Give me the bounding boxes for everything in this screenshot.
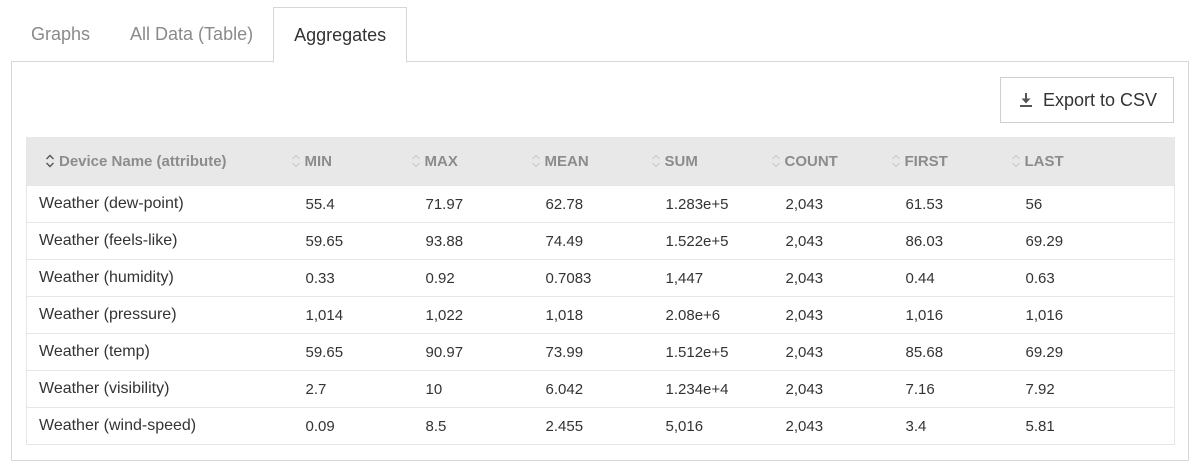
table-cell-min: 55.4: [305, 185, 426, 223]
table-cell-last: 69.29: [1025, 222, 1175, 260]
table-cell-sum: 1,447: [665, 259, 786, 297]
table-cell-first: 86.03: [905, 222, 1026, 260]
table-cell-min: 59.65: [305, 222, 426, 260]
table-cell-device-name: Weather (temp): [26, 333, 306, 371]
table-header-row: Device Name (attribute) MIN MAX MEAN SUM COUN…: [26, 137, 1175, 186]
sort-icon: [46, 154, 54, 168]
column-header-label: Device Name (attribute): [59, 152, 227, 170]
table-row: Weather (visibility) 2.7 10 6.042 1.234e+4 2,…: [26, 370, 1175, 408]
table-cell-count: 2,043: [785, 370, 906, 408]
sort-icon: [1011, 154, 1020, 168]
table-cell-count: 2,043: [785, 333, 906, 371]
table-row: Weather (feels-like) 59.65 93.88 74.49 1.522…: [26, 222, 1175, 260]
column-header-label: COUNT: [784, 152, 838, 170]
table-cell-count: 2,043: [785, 407, 906, 445]
table-cell-count: 2,043: [785, 296, 906, 334]
table-cell-max: 10: [425, 370, 546, 408]
sort-icon: [891, 154, 900, 168]
table-cell-sum: 1.522e+5: [665, 222, 786, 260]
table-cell-max: 93.88: [425, 222, 546, 260]
tab-graphs[interactable]: Graphs: [31, 24, 91, 44]
table-row: Weather (wind-speed) 0.09 8.5 2.455 5,016 2,0…: [26, 407, 1175, 445]
table-cell-last: 69.29: [1025, 333, 1175, 371]
sort-icon: [771, 154, 780, 168]
table-row: Weather (dew-point) 55.4 71.97 62.78 1.283e+…: [26, 185, 1175, 223]
aggregates-table: Device Name (attribute) MIN MAX MEAN SUM COUN…: [26, 137, 1175, 445]
table-row: Weather (humidity) 0.33 0.92 0.7083 1,447 2,0…: [26, 259, 1175, 297]
sort-icon: [411, 154, 420, 168]
table-cell-min: 59.65: [305, 333, 426, 371]
table-cell-max: 90.97: [425, 333, 546, 371]
table-cell-sum: 1.234e+4: [665, 370, 786, 408]
table-cell-sum: 5,016: [665, 407, 786, 445]
sort-icon: [291, 154, 300, 168]
table-cell-min: 1,014: [305, 296, 426, 334]
aggregates-panel: Export to CSV Device Name (attribute) MIN…: [11, 61, 1189, 461]
table-cell-mean: 74.49: [545, 222, 666, 260]
table-cell-count: 2,043: [785, 222, 906, 260]
table-cell-device-name: Weather (humidity): [26, 259, 306, 297]
table-cell-device-name: Weather (visibility): [26, 370, 306, 408]
table-cell-mean: 0.7083: [545, 259, 666, 297]
table-cell-first: 85.68: [905, 333, 1026, 371]
column-header-label: LAST: [1024, 152, 1064, 170]
table-cell-max: 0.92: [425, 259, 546, 297]
table-cell-max: 71.97: [425, 185, 546, 223]
table-cell-mean: 1,018: [545, 296, 666, 334]
column-header-label: MAX: [424, 152, 458, 170]
table-cell-device-name: Weather (feels-like): [26, 222, 306, 260]
table-cell-last: 56: [1025, 185, 1175, 223]
tab-bar: Graphs All Data (Table) Aggregates: [11, 0, 408, 63]
table-cell-first: 3.4: [905, 407, 1026, 445]
tab-all-data-table[interactable]: All Data (Table): [130, 24, 254, 44]
column-header-label: FIRST: [904, 152, 948, 170]
table-cell-min: 2.7: [305, 370, 426, 408]
column-header-label: SUM: [664, 152, 698, 170]
table-cell-first: 1,016: [905, 296, 1026, 334]
column-header-device-name[interactable]: Device Name (attribute): [26, 137, 306, 186]
table-cell-min: 0.33: [305, 259, 426, 297]
column-header-count[interactable]: COUNT: [771, 137, 906, 186]
column-header-first[interactable]: FIRST: [891, 137, 1026, 186]
table-cell-last: 1,016: [1025, 296, 1175, 334]
table-cell-count: 2,043: [785, 185, 906, 223]
column-header-last[interactable]: LAST: [1011, 137, 1175, 186]
table-cell-sum: 1.512e+5: [665, 333, 786, 371]
table-cell-device-name: Weather (wind-speed): [26, 407, 306, 445]
tab-aggregates[interactable]: Aggregates: [273, 7, 408, 63]
column-header-max[interactable]: MAX: [411, 137, 546, 186]
sort-icon: [531, 154, 540, 168]
table-cell-first: 0.44: [905, 259, 1026, 297]
table-cell-device-name: Weather (pressure): [26, 296, 306, 334]
table-cell-sum: 2.08e+6: [665, 296, 786, 334]
table-cell-first: 61.53: [905, 185, 1026, 223]
table-cell-count: 2,043: [785, 259, 906, 297]
table-cell-mean: 73.99: [545, 333, 666, 371]
table-cell-first: 7.16: [905, 370, 1026, 408]
table-cell-last: 7.92: [1025, 370, 1175, 408]
column-header-min[interactable]: MIN: [291, 137, 426, 186]
table-row: Weather (pressure) 1,014 1,022 1,018 2.08e+6…: [26, 296, 1175, 334]
table-cell-last: 0.63: [1025, 259, 1175, 297]
table-cell-mean: 62.78: [545, 185, 666, 223]
column-header-label: MEAN: [544, 152, 589, 170]
table-cell-mean: 6.042: [545, 370, 666, 408]
table-row: Weather (temp) 59.65 90.97 73.99 1.512e+5 2,0…: [26, 333, 1175, 371]
column-header-label: MIN: [304, 152, 333, 170]
table-cell-last: 5.81: [1025, 407, 1175, 445]
download-icon: [1019, 93, 1032, 107]
table-cell-sum: 1.283e+5: [665, 185, 786, 223]
column-header-mean[interactable]: MEAN: [531, 137, 666, 186]
table-cell-mean: 2.455: [545, 407, 666, 445]
table-cell-max: 8.5: [425, 407, 546, 445]
table-cell-device-name: Weather (dew-point): [26, 185, 306, 223]
table-cell-max: 1,022: [425, 296, 546, 334]
table-body: Weather (dew-point) 55.4 71.97 62.78 1.283e+…: [26, 185, 1175, 445]
export-csv-label: Export to CSV: [1042, 89, 1157, 110]
sort-icon: [651, 154, 660, 168]
column-header-sum[interactable]: SUM: [651, 137, 786, 186]
export-csv-button[interactable]: Export to CSV: [999, 77, 1174, 123]
table-cell-min: 0.09: [305, 407, 426, 445]
